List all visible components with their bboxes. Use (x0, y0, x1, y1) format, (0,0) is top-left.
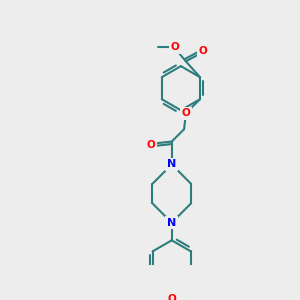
Text: O: O (146, 140, 155, 150)
Text: O: O (171, 42, 180, 52)
Text: O: O (198, 46, 207, 56)
Text: N: N (167, 218, 176, 228)
Text: O: O (167, 294, 176, 300)
Text: O: O (182, 108, 190, 118)
Text: N: N (167, 160, 176, 170)
